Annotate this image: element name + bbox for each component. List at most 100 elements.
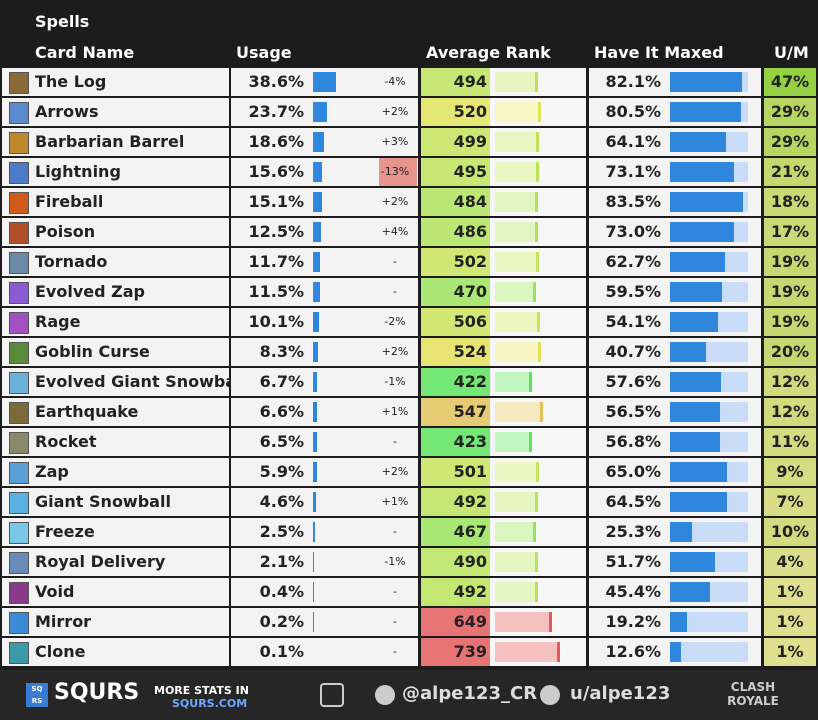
usage: 6.5% <box>259 432 304 451</box>
maxed-bar <box>670 132 727 152</box>
maxed-bar <box>670 102 741 122</box>
usage-bg <box>231 458 418 486</box>
maxed: 57.6% <box>605 372 661 391</box>
maxed-bar <box>670 462 728 482</box>
row-bg <box>2 68 229 96</box>
maxed: 40.7% <box>605 342 661 361</box>
card-icon <box>9 372 29 394</box>
rank-cell <box>421 398 490 426</box>
um: 29% <box>770 132 810 151</box>
um: 12% <box>770 402 810 421</box>
change small: -2% <box>384 315 406 328</box>
maxed: 83.5% <box>605 192 661 211</box>
maxed-bar <box>670 492 727 512</box>
rank-cell <box>421 518 490 546</box>
um: 47% <box>770 72 810 91</box>
row-bg <box>2 518 229 546</box>
card-icon <box>9 582 29 604</box>
usage-bar <box>313 552 315 572</box>
rank: 739 <box>453 642 487 661</box>
rank: 520 <box>453 102 487 121</box>
usage-bg <box>231 188 418 216</box>
um-bg <box>764 638 816 666</box>
maxed-bar <box>670 312 718 332</box>
usage: 23.7% <box>248 102 304 121</box>
row-bg <box>2 188 229 216</box>
row-bg <box>2 458 229 486</box>
rank-bar <box>495 402 544 422</box>
usage-bg <box>231 488 418 516</box>
rank-bar <box>495 132 539 152</box>
maxed: 62.7% <box>605 252 661 271</box>
twitter[interactable]: @alpe123_CR <box>402 683 538 704</box>
card-name: Fireball <box>35 192 104 211</box>
rank-cell <box>421 278 490 306</box>
footer: SQ RS SQURS MORE STATS IN SQURS.COM @alp… <box>0 670 818 720</box>
maxed: 12.6% <box>605 642 661 661</box>
usage-bar <box>313 312 320 332</box>
um-bg <box>764 68 816 96</box>
card-icon <box>9 612 29 634</box>
maxed-bar <box>670 252 726 272</box>
um-bg <box>764 308 816 336</box>
um-bg <box>764 98 816 126</box>
usage: 11.7% <box>248 252 304 271</box>
maxed-bar <box>670 522 693 542</box>
card-name: Arrows <box>35 102 99 121</box>
logo-badge: SQ RS <box>26 683 48 707</box>
usage: 10.1% <box>248 312 304 331</box>
rank-cell <box>421 218 490 246</box>
um-bg <box>764 428 816 456</box>
change small: -13% <box>380 165 410 178</box>
card-icon <box>9 132 29 154</box>
card-name: Royal Delivery <box>35 552 166 571</box>
row-bg <box>2 248 229 276</box>
usage-bar <box>313 102 328 122</box>
um-bg <box>764 548 816 576</box>
row-bg <box>2 218 229 246</box>
usage: 2.1% <box>259 552 304 571</box>
change small: +2% <box>381 345 409 358</box>
usage-bar <box>313 222 321 242</box>
usage-bg <box>231 428 418 456</box>
rank: 495 <box>453 162 487 181</box>
rank-cell <box>421 638 490 666</box>
um-bg <box>764 248 816 276</box>
card-icon <box>9 342 29 364</box>
um-bg <box>764 578 816 606</box>
rank-bar <box>495 552 539 572</box>
card-icon <box>9 72 29 94</box>
maxed: 64.1% <box>605 132 661 151</box>
um-bg <box>764 128 816 156</box>
column-header: Average Rank <box>426 43 551 62</box>
usage-bg <box>231 248 418 276</box>
rank-cell <box>421 608 490 636</box>
card-icon <box>9 222 29 244</box>
change small: - <box>393 435 397 448</box>
more-stats: MORE STATS IN <box>154 684 249 697</box>
um: 1% <box>776 642 804 661</box>
rank-bar <box>495 582 539 602</box>
change small: +1% <box>381 495 409 508</box>
usage-bar <box>313 432 317 452</box>
change small: -4% <box>384 75 406 88</box>
usage: 5.9% <box>259 462 304 481</box>
rank: 490 <box>453 552 487 571</box>
rank-cell <box>421 428 490 456</box>
maxed: 54.1% <box>605 312 661 331</box>
maxed-bar <box>670 342 706 362</box>
row-bg <box>2 638 229 666</box>
change small: -1% <box>384 555 406 568</box>
rank: 492 <box>453 492 487 511</box>
um-bg <box>764 188 816 216</box>
maxed-bar <box>670 642 682 662</box>
card-name: Tornado <box>35 252 108 271</box>
reddit[interactable]: u/alpe123 <box>570 683 671 704</box>
reddit-icon <box>540 685 560 705</box>
maxed: 82.1% <box>605 72 661 91</box>
change small: +4% <box>381 225 409 238</box>
rank-cell <box>421 188 490 216</box>
row-bg <box>2 338 229 366</box>
card-name: Rocket <box>35 432 97 451</box>
um: 29% <box>770 102 810 121</box>
